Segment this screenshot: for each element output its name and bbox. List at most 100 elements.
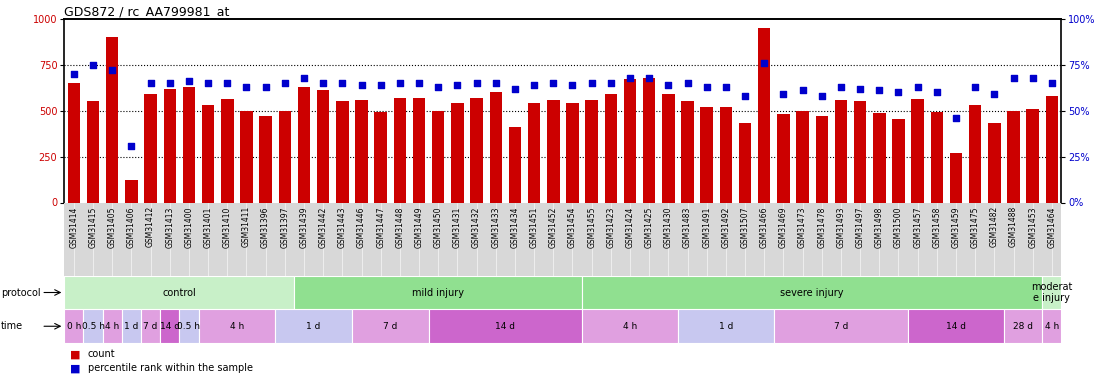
Text: time: time [1, 321, 23, 331]
Point [909, 84, 926, 90]
Bar [240, 111, 253, 202]
Text: GSM31447: GSM31447 [377, 206, 386, 248]
Text: ■: ■ [70, 350, 80, 359]
Text: 4 h: 4 h [1045, 322, 1059, 331]
Text: 4 h: 4 h [229, 322, 244, 331]
Bar [892, 119, 905, 202]
Bar [678, 309, 773, 343]
Point [486, 80, 504, 86]
Point [449, 82, 466, 88]
Bar [103, 309, 122, 343]
Point [468, 80, 485, 86]
Point [237, 84, 255, 90]
Text: GSM31458: GSM31458 [932, 206, 942, 248]
Point [525, 82, 543, 88]
Text: GSM31400: GSM31400 [184, 206, 194, 248]
Bar [873, 113, 885, 202]
Text: GSM31464: GSM31464 [1047, 206, 1056, 248]
Point [793, 87, 811, 93]
Point [276, 80, 294, 86]
Bar [393, 98, 407, 202]
Bar [336, 102, 349, 202]
Text: GSM31454: GSM31454 [568, 206, 577, 248]
Point [181, 78, 198, 84]
Bar [141, 309, 161, 343]
Point [218, 80, 236, 86]
Text: GSM31469: GSM31469 [779, 206, 788, 248]
Bar [429, 309, 582, 343]
Bar [909, 309, 1004, 343]
Point [564, 82, 582, 88]
Point [717, 84, 735, 90]
Text: 7 d: 7 d [833, 322, 848, 331]
Text: 14 d: 14 d [946, 322, 966, 331]
Text: GSM31466: GSM31466 [760, 206, 769, 248]
Text: GSM31492: GSM31492 [721, 206, 730, 248]
Text: 1 d: 1 d [719, 322, 733, 331]
Bar [198, 309, 275, 343]
Bar [106, 37, 119, 203]
Bar [202, 105, 214, 202]
Bar [912, 99, 924, 202]
Bar [968, 105, 982, 202]
Text: GSM31411: GSM31411 [242, 206, 250, 248]
Text: GSM31459: GSM31459 [952, 206, 961, 248]
Bar [1046, 96, 1058, 202]
Text: GSM31396: GSM31396 [261, 206, 270, 248]
Point [832, 84, 850, 90]
Bar [834, 100, 848, 202]
Text: percentile rank within the sample: percentile rank within the sample [88, 363, 253, 373]
Point [851, 86, 869, 92]
Bar [931, 112, 943, 202]
Point [410, 80, 428, 86]
Bar [797, 111, 809, 202]
Bar [624, 80, 636, 203]
Bar [432, 111, 444, 202]
Bar [509, 127, 521, 202]
Text: GSM31424: GSM31424 [626, 206, 635, 248]
Text: GSM31443: GSM31443 [338, 206, 347, 248]
Bar [681, 102, 694, 202]
Bar [1043, 276, 1061, 309]
Text: 4 h: 4 h [623, 322, 637, 331]
Bar [122, 309, 141, 343]
Text: GSM31410: GSM31410 [223, 206, 232, 248]
Bar [854, 100, 866, 202]
Text: GSM31406: GSM31406 [127, 206, 136, 248]
Text: GSM31425: GSM31425 [645, 206, 654, 248]
Text: GSM31452: GSM31452 [548, 206, 557, 248]
Bar [988, 123, 1001, 202]
Text: GSM31473: GSM31473 [798, 206, 807, 248]
Text: 14 d: 14 d [160, 322, 179, 331]
Bar [582, 309, 678, 343]
Bar [64, 309, 83, 343]
Text: GSM31442: GSM31442 [319, 206, 328, 248]
Bar [582, 276, 1043, 309]
Point [84, 62, 102, 68]
Text: GSM31414: GSM31414 [70, 206, 79, 248]
Point [871, 87, 889, 93]
Text: GSM31450: GSM31450 [433, 206, 443, 248]
Point [640, 75, 658, 81]
Text: protocol: protocol [1, 288, 41, 297]
Point [391, 80, 409, 86]
Text: GSM31448: GSM31448 [396, 206, 404, 248]
Text: GSM31453: GSM31453 [1028, 206, 1037, 248]
Bar [68, 83, 80, 203]
Text: 7 d: 7 d [383, 322, 398, 331]
Bar [566, 103, 578, 202]
Text: GSM31475: GSM31475 [971, 206, 979, 248]
Text: GSM31449: GSM31449 [414, 206, 423, 248]
Point [161, 80, 178, 86]
Text: GSM31457: GSM31457 [913, 206, 922, 248]
Text: 0 h: 0 h [66, 322, 81, 331]
Text: GSM31507: GSM31507 [740, 206, 749, 248]
Point [698, 84, 716, 90]
Point [947, 115, 965, 121]
Text: GSM31439: GSM31439 [299, 206, 308, 248]
Text: GSM31413: GSM31413 [165, 206, 174, 248]
Text: GSM31434: GSM31434 [511, 206, 520, 248]
Point [659, 82, 677, 88]
Bar [295, 276, 582, 309]
Text: GSM31455: GSM31455 [587, 206, 596, 248]
